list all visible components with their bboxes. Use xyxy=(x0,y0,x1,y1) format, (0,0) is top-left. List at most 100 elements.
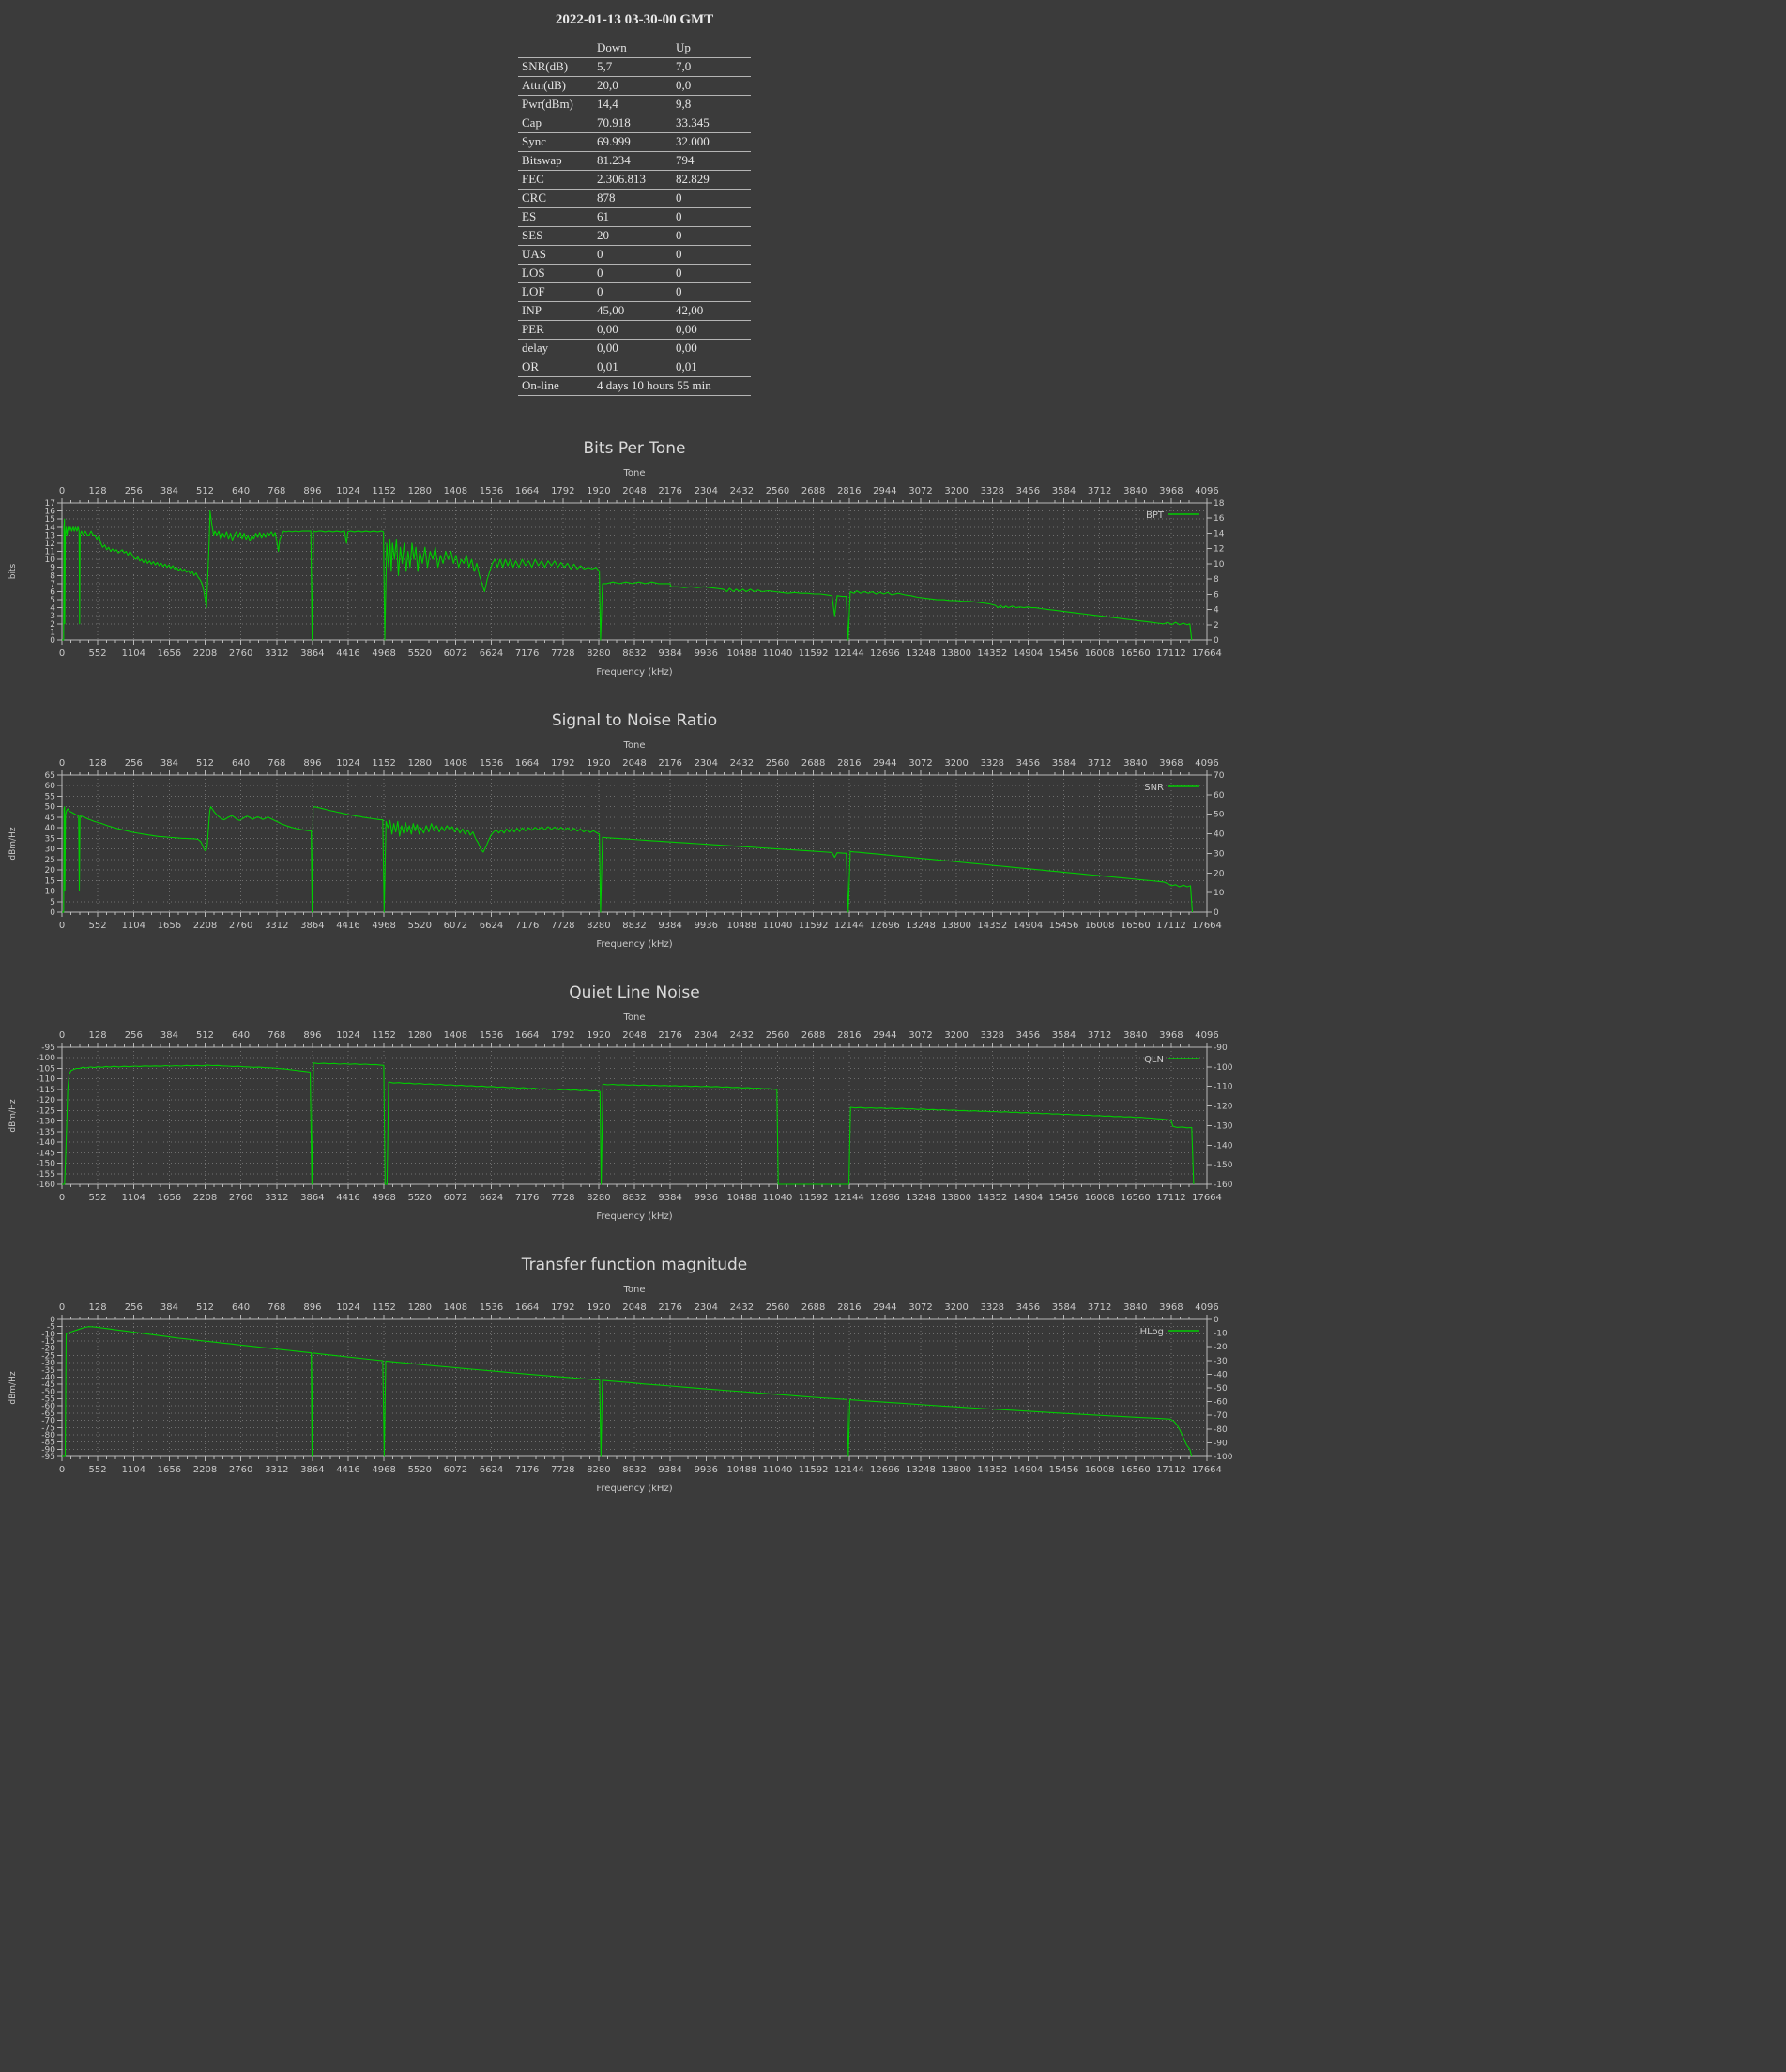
svg-text:4416: 4416 xyxy=(336,921,359,931)
svg-text:6072: 6072 xyxy=(444,1465,467,1475)
chart-section-qln: Quiet Line Noise 0 0 128 552 256 1104 384 1656 5… xyxy=(0,983,1269,1224)
chart-section-snr: Signal to Noise Ratio 0 0 128 552 256 1104 384… xyxy=(0,711,1269,952)
svg-text:1656: 1656 xyxy=(158,1465,181,1475)
table-row: LOF 0 0 xyxy=(518,282,751,302)
up-value: 0 xyxy=(672,189,751,208)
plot-canvas: 0012855225611043841656512220864027607683… xyxy=(8,468,1225,678)
svg-text:1280: 1280 xyxy=(408,1303,432,1313)
svg-text:3864: 3864 xyxy=(300,1193,324,1203)
table-row: Attn(dB) 20,0 0,0 xyxy=(518,76,751,96)
svg-text:9384: 9384 xyxy=(658,1193,681,1203)
svg-text:-130: -130 xyxy=(37,1118,56,1127)
svg-text:552: 552 xyxy=(89,1465,107,1475)
svg-text:55: 55 xyxy=(45,793,55,802)
svg-text:2760: 2760 xyxy=(229,1193,252,1203)
svg-text:60: 60 xyxy=(45,782,56,791)
svg-text:2208: 2208 xyxy=(193,921,217,931)
svg-text:8832: 8832 xyxy=(622,1465,646,1475)
svg-text:Tone: Tone xyxy=(622,1285,645,1295)
svg-text:-125: -125 xyxy=(37,1106,55,1116)
svg-text:0: 0 xyxy=(59,648,65,659)
svg-text:2176: 2176 xyxy=(658,1030,681,1041)
snr-plot: 0 0 128 552 256 1104 384 1656 512 2208 640 2760 768 3… xyxy=(0,736,1269,952)
svg-text:3584: 3584 xyxy=(1052,1303,1076,1313)
svg-text:0: 0 xyxy=(1214,1316,1219,1325)
svg-text:2208: 2208 xyxy=(193,1193,217,1203)
svg-text:7176: 7176 xyxy=(515,1193,539,1203)
svg-text:dBm/Hz: dBm/Hz xyxy=(8,1099,18,1132)
up-value: 9,8 xyxy=(672,95,751,114)
svg-text:-100: -100 xyxy=(1214,1453,1233,1462)
row-label: UAS xyxy=(518,245,593,265)
svg-text:896: 896 xyxy=(303,1303,321,1313)
svg-text:-80: -80 xyxy=(41,1431,55,1440)
svg-text:14904: 14904 xyxy=(1013,1193,1043,1203)
table-row: Pwr(dBm) 14,4 9,8 xyxy=(518,95,751,114)
svg-text:-20: -20 xyxy=(1214,1343,1228,1352)
svg-text:2688: 2688 xyxy=(801,1030,825,1041)
svg-text:13800: 13800 xyxy=(941,1465,971,1475)
svg-text:2304: 2304 xyxy=(695,486,718,496)
svg-text:4416: 4416 xyxy=(336,1465,359,1475)
svg-text:9936: 9936 xyxy=(695,1193,718,1203)
svg-text:14904: 14904 xyxy=(1013,648,1043,659)
svg-text:11: 11 xyxy=(45,548,55,557)
table-row: LOS 0 0 xyxy=(518,264,751,283)
svg-text:1024: 1024 xyxy=(336,1030,359,1041)
svg-text:552: 552 xyxy=(89,921,107,931)
svg-text:7: 7 xyxy=(50,580,55,589)
svg-text:12696: 12696 xyxy=(870,1465,900,1475)
svg-text:-95: -95 xyxy=(41,1453,55,1462)
table-row: FEC 2.306.813 82.829 xyxy=(518,170,751,190)
svg-text:-50: -50 xyxy=(41,1388,55,1397)
svg-text:BPT: BPT xyxy=(1146,510,1165,521)
svg-text:11040: 11040 xyxy=(763,921,793,931)
svg-text:640: 640 xyxy=(232,758,250,769)
svg-text:50: 50 xyxy=(1214,811,1225,820)
svg-text:13800: 13800 xyxy=(941,1193,971,1203)
svg-text:-145: -145 xyxy=(37,1149,55,1158)
svg-text:1536: 1536 xyxy=(480,486,503,496)
svg-text:2: 2 xyxy=(50,620,55,630)
down-value: 14,4 xyxy=(593,95,672,114)
svg-text:15: 15 xyxy=(45,515,55,525)
svg-text:3456: 3456 xyxy=(1016,1303,1040,1313)
svg-text:HLog: HLog xyxy=(1140,1327,1164,1337)
svg-text:5520: 5520 xyxy=(408,648,432,659)
svg-text:3200: 3200 xyxy=(944,1030,968,1041)
table-row: On-line 4 days 10 hours 55 min xyxy=(518,376,751,396)
svg-text:2208: 2208 xyxy=(193,1465,217,1475)
svg-text:17664: 17664 xyxy=(1192,1193,1222,1203)
down-value: 0 xyxy=(593,264,672,283)
svg-text:-95: -95 xyxy=(41,1044,55,1053)
svg-text:25: 25 xyxy=(45,856,55,865)
svg-text:-115: -115 xyxy=(37,1086,55,1095)
svg-text:35: 35 xyxy=(45,834,55,844)
svg-text:128: 128 xyxy=(89,758,107,769)
row-label: SNR(dB) xyxy=(518,57,593,77)
svg-text:2048: 2048 xyxy=(622,486,646,496)
bits-per-tone-plot: 0 0 128 552 256 1104 384 1656 512 2208 640 2760 768 3… xyxy=(0,464,1269,679)
svg-text:896: 896 xyxy=(303,486,321,496)
svg-text:8280: 8280 xyxy=(587,921,610,931)
svg-text:14: 14 xyxy=(1214,529,1225,539)
svg-text:1024: 1024 xyxy=(336,1303,359,1313)
svg-text:-10: -10 xyxy=(41,1330,55,1339)
svg-text:18: 18 xyxy=(1214,499,1225,509)
svg-text:2560: 2560 xyxy=(766,1030,789,1041)
table-row: OR 0,01 0,01 xyxy=(518,358,751,377)
down-value: 20 xyxy=(593,226,672,246)
svg-text:14904: 14904 xyxy=(1013,1465,1043,1475)
svg-text:16560: 16560 xyxy=(1121,1465,1151,1475)
svg-text:8832: 8832 xyxy=(622,1193,646,1203)
row-label: FEC xyxy=(518,170,593,190)
svg-text:-160: -160 xyxy=(37,1181,56,1190)
svg-text:2760: 2760 xyxy=(229,921,252,931)
svg-text:3840: 3840 xyxy=(1123,758,1147,769)
svg-text:14352: 14352 xyxy=(977,1193,1007,1203)
svg-text:2048: 2048 xyxy=(622,1030,646,1041)
table-row: SES 20 0 xyxy=(518,226,751,246)
svg-text:12: 12 xyxy=(45,540,55,549)
down-value: 2.306.813 xyxy=(593,170,672,190)
svg-text:640: 640 xyxy=(232,1303,250,1313)
